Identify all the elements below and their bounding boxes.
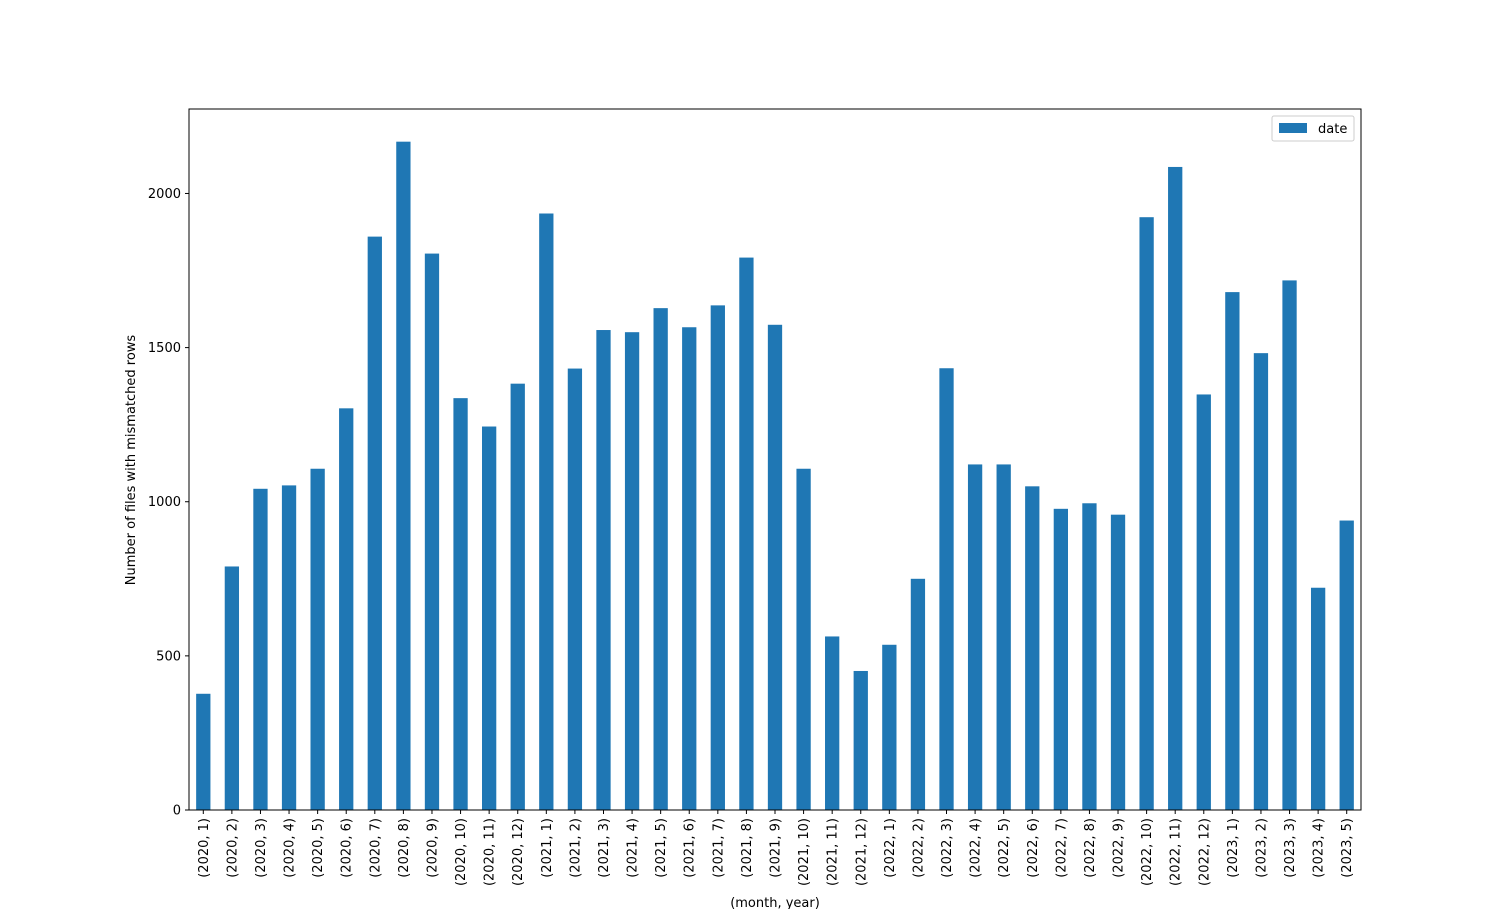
x-tick-label: (2022, 2) <box>911 818 926 878</box>
x-tick-label: (2020, 4) <box>283 818 298 878</box>
bar-(2022, 4) <box>967 464 983 810</box>
x-tick-label: (2021, 7) <box>711 818 726 878</box>
x-tick-label: (2021, 2) <box>568 818 583 878</box>
bar-(2022, 2) <box>910 578 926 810</box>
x-tick-label: (2023, 4) <box>1312 818 1327 878</box>
x-tick-label: (2021, 8) <box>740 818 755 878</box>
x-tick-label: (2020, 7) <box>368 818 383 878</box>
x-tick-label: (2021, 12) <box>854 818 869 886</box>
bar-(2020, 11) <box>482 426 497 810</box>
x-tick-label: (2022, 8) <box>1083 818 1098 878</box>
x-tick-label: (2021, 3) <box>597 818 612 878</box>
x-tick-label: (2022, 5) <box>997 818 1012 878</box>
bar-(2020, 6) <box>339 408 354 810</box>
x-tick-label: (2023, 1) <box>1226 818 1241 878</box>
y-tick-label: 0 <box>173 804 181 819</box>
x-tick-label: (2022, 9) <box>1112 818 1127 878</box>
legend-frame <box>1271 115 1355 142</box>
x-tick-label: (2022, 10) <box>1140 818 1155 886</box>
x-tick-label: (2023, 5) <box>1340 818 1355 878</box>
x-tick-label: (2021, 6) <box>683 818 698 878</box>
bar-(2020, 4) <box>281 485 297 810</box>
x-tick-label: (2020, 1) <box>197 818 212 878</box>
x-tick-label: (2022, 11) <box>1169 818 1184 886</box>
bar-(2022, 3) <box>939 368 954 810</box>
x-tick-label: (2021, 1) <box>540 818 555 878</box>
x-tick-label: (2022, 1) <box>883 818 898 878</box>
x-tick-label: (2020, 8) <box>397 818 412 878</box>
x-tick-label: (2020, 10) <box>454 818 469 886</box>
x-tick-label: (2021, 5) <box>654 818 669 878</box>
bar-(2023, 4) <box>1310 587 1326 810</box>
y-tick-label: 2000 <box>148 187 181 202</box>
bar-(2022, 11) <box>1168 166 1183 810</box>
bar-(2022, 8) <box>1082 503 1097 810</box>
bar-(2020, 7) <box>367 236 382 810</box>
bar-(2020, 1) <box>196 693 211 810</box>
bars-group <box>196 141 1354 811</box>
bar-(2022, 7) <box>1053 508 1068 810</box>
x-axis-label: (month, year) <box>730 896 820 909</box>
bar-(2021, 11) <box>825 636 840 810</box>
bar-(2021, 1) <box>539 213 554 810</box>
y-tick-label: 1000 <box>148 495 181 510</box>
bar-(2022, 5) <box>996 464 1011 810</box>
y-tick-label: 1500 <box>148 341 181 356</box>
bar-(2023, 1) <box>1225 292 1240 810</box>
y-axis-label: Number of files with mismatched rows <box>124 335 139 586</box>
x-tick-label: (2020, 2) <box>225 818 240 878</box>
bar-(2022, 10) <box>1139 217 1154 810</box>
x-tick-label: (2021, 11) <box>826 818 841 886</box>
bar-(2023, 5) <box>1339 520 1354 810</box>
x-tick-label: (2023, 3) <box>1283 818 1298 878</box>
x-tick-label: (2022, 6) <box>1026 818 1041 878</box>
bar-(2022, 9) <box>1110 514 1126 810</box>
x-tick-label: (2020, 3) <box>254 818 269 878</box>
x-tick-label: (2022, 4) <box>969 818 984 878</box>
bar-(2023, 2) <box>1253 353 1269 810</box>
bar-(2022, 1) <box>882 644 897 810</box>
bar-(2021, 5) <box>653 308 668 810</box>
bar-(2021, 4) <box>624 332 640 810</box>
bar-(2022, 12) <box>1196 394 1211 810</box>
bar-(2021, 6) <box>682 327 697 810</box>
bar-(2020, 5) <box>310 468 325 810</box>
bar-(2022, 6) <box>1025 486 1040 810</box>
bar-(2021, 9) <box>767 324 783 810</box>
x-tick-label: (2020, 6) <box>340 818 355 878</box>
bar-(2020, 12) <box>510 383 525 810</box>
bar-(2021, 3) <box>596 330 611 810</box>
bar-(2020, 2) <box>224 566 240 810</box>
legend: date <box>1271 115 1355 142</box>
x-axis: (2020, 1) (2020, 2) (2020, 3) (2020, 4) (202… <box>197 810 1355 886</box>
bar-(2020, 9) <box>424 253 440 810</box>
y-axis: 0 500 1000 1500 2000 <box>148 187 189 819</box>
x-tick-label: (2021, 10) <box>797 818 812 886</box>
legend-label: date <box>1318 122 1347 137</box>
x-tick-label: (2022, 12) <box>1197 818 1212 886</box>
x-tick-label: (2020, 11) <box>483 818 498 886</box>
bar-(2020, 3) <box>253 488 268 810</box>
bar-(2021, 8) <box>739 257 754 811</box>
legend-swatch <box>1279 123 1307 133</box>
x-tick-label: (2022, 3) <box>940 818 955 878</box>
bar-(2020, 8) <box>396 141 411 810</box>
x-tick-label: (2020, 5) <box>311 818 326 878</box>
x-tick-label: (2022, 7) <box>1054 818 1069 878</box>
x-tick-label: (2021, 4) <box>626 818 641 878</box>
bar-(2023, 3) <box>1282 280 1297 810</box>
x-tick-label: (2023, 2) <box>1254 818 1269 878</box>
bar-(2021, 2) <box>567 368 583 810</box>
bar-(2021, 12) <box>853 670 868 810</box>
y-tick-label: 500 <box>156 649 181 664</box>
bar-(2021, 10) <box>796 468 811 810</box>
x-tick-label: (2021, 9) <box>769 818 784 878</box>
x-tick-label: (2020, 12) <box>511 818 526 886</box>
x-tick-label: (2020, 9) <box>425 818 440 878</box>
bar-(2021, 7) <box>710 305 725 810</box>
bar-(2020, 10) <box>453 398 468 810</box>
